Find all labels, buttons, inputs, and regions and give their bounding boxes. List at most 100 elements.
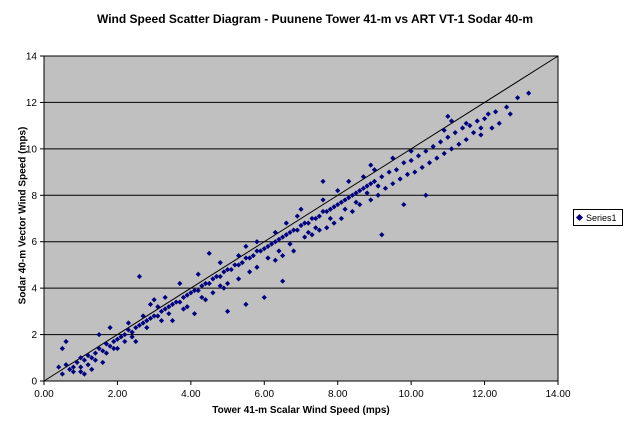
data-point bbox=[213, 273, 220, 280]
data-point bbox=[173, 299, 179, 305]
legend-marker-icon bbox=[575, 213, 584, 222]
data-point bbox=[239, 260, 245, 266]
data-point bbox=[470, 130, 477, 136]
data-point bbox=[415, 153, 422, 159]
data-point bbox=[298, 222, 304, 229]
data-point bbox=[335, 201, 341, 208]
data-point bbox=[162, 294, 168, 301]
data-point bbox=[478, 125, 484, 131]
data-point bbox=[224, 266, 231, 273]
data-point bbox=[368, 162, 374, 168]
data-point bbox=[496, 120, 502, 126]
data-point bbox=[294, 227, 300, 233]
data-point bbox=[254, 248, 260, 254]
data-point bbox=[459, 125, 466, 131]
data-point bbox=[375, 183, 381, 189]
data-point bbox=[419, 164, 425, 171]
data-point bbox=[180, 294, 187, 301]
data-point bbox=[404, 171, 411, 177]
data-point bbox=[191, 287, 198, 294]
data-point bbox=[217, 260, 223, 266]
data-point bbox=[441, 127, 447, 133]
data-point bbox=[324, 208, 330, 215]
data-point bbox=[316, 227, 322, 233]
data-point bbox=[59, 371, 65, 377]
data-point bbox=[206, 250, 212, 256]
data-point bbox=[382, 185, 389, 191]
data-point bbox=[147, 315, 154, 321]
data-point bbox=[379, 232, 385, 238]
data-point bbox=[368, 197, 374, 203]
x-axis-ticks: 0.00 2.00 4.00 6.00 8.00 10.00 12.00 14.00 bbox=[34, 381, 571, 400]
data-point bbox=[445, 134, 451, 140]
data-point bbox=[133, 338, 139, 345]
data-point bbox=[441, 150, 447, 157]
data-point bbox=[265, 243, 271, 249]
x-tick-label: 12.00 bbox=[472, 389, 497, 400]
data-point bbox=[78, 364, 84, 370]
data-point bbox=[63, 362, 69, 368]
data-point bbox=[210, 290, 216, 296]
reference-line-group bbox=[43, 55, 559, 382]
data-point bbox=[316, 213, 322, 219]
x-tick-label: 14.00 bbox=[545, 389, 570, 400]
reference-line bbox=[43, 55, 559, 382]
chart-title: Wind Speed Scatter Diagram - Puunene Tow… bbox=[97, 12, 533, 26]
data-point bbox=[210, 276, 216, 282]
y-tick-label: 14 bbox=[26, 52, 38, 63]
data-point bbox=[81, 371, 87, 377]
data-point bbox=[59, 345, 65, 352]
x-tick-label: 8.00 bbox=[328, 389, 348, 400]
data-point bbox=[379, 174, 385, 180]
data-point bbox=[202, 280, 209, 287]
data-point bbox=[426, 160, 433, 166]
data-point bbox=[133, 325, 139, 331]
data-point bbox=[232, 262, 238, 268]
data-point bbox=[114, 345, 121, 352]
data-point bbox=[313, 215, 319, 222]
data-point bbox=[309, 215, 315, 222]
data-point bbox=[474, 118, 480, 124]
data-point bbox=[250, 253, 256, 259]
data-point bbox=[96, 345, 102, 352]
data-point bbox=[346, 178, 352, 184]
data-point bbox=[353, 190, 359, 196]
data-point bbox=[100, 359, 106, 366]
data-point bbox=[269, 241, 275, 247]
data-point bbox=[235, 262, 242, 268]
data-point bbox=[103, 350, 110, 356]
data-point bbox=[92, 350, 98, 356]
data-point bbox=[338, 215, 344, 222]
y-tick-label: 6 bbox=[31, 237, 37, 248]
data-point bbox=[338, 199, 344, 205]
data-point bbox=[298, 206, 304, 212]
data-point bbox=[390, 155, 396, 161]
data-point bbox=[408, 148, 414, 154]
legend-series-label: Series1 bbox=[586, 212, 617, 223]
data-point bbox=[504, 104, 510, 110]
data-point bbox=[103, 341, 110, 347]
data-point bbox=[327, 206, 333, 212]
data-point bbox=[118, 334, 124, 340]
data-point bbox=[467, 123, 473, 129]
data-point bbox=[199, 294, 205, 301]
data-point bbox=[401, 201, 407, 208]
data-point bbox=[280, 278, 286, 284]
data-point bbox=[448, 146, 455, 152]
data-point bbox=[56, 364, 62, 370]
data-point bbox=[287, 229, 293, 236]
data-point bbox=[327, 215, 333, 222]
data-point bbox=[272, 257, 278, 263]
data-point bbox=[280, 234, 286, 240]
x-tick-label: 6.00 bbox=[255, 389, 275, 400]
data-point bbox=[224, 308, 231, 314]
data-point bbox=[111, 345, 117, 352]
data-point bbox=[452, 130, 458, 136]
y-tick-label: 0 bbox=[31, 377, 37, 388]
data-point bbox=[302, 220, 308, 226]
data-point bbox=[408, 157, 414, 164]
data-point bbox=[258, 248, 264, 254]
data-point bbox=[184, 292, 190, 298]
x-axis-label: Tower 41-m Scalar Wind Speed (mps) bbox=[212, 405, 390, 416]
data-point bbox=[448, 118, 455, 124]
